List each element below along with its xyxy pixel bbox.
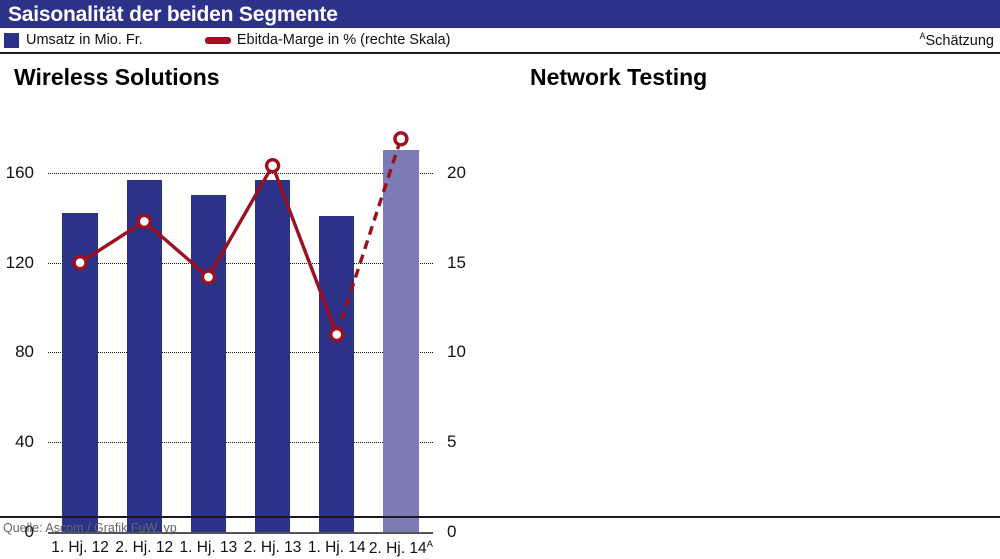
x-axis-line [48, 532, 433, 534]
header-bar: Saisonalität der beiden Segmente [0, 0, 1000, 28]
y-axis-right-tick: 0 [447, 522, 457, 541]
charts-container: Wireless Solutions 0 40 80 120 160 0 5 10 15 20 1.… [0, 56, 1000, 557]
footer-divider [0, 516, 1000, 518]
ebitda-margin-line [72, 131, 409, 343]
legend-item-umsatz: Umsatz in Mio. Fr. [4, 32, 143, 48]
gridline [48, 442, 433, 444]
bar [254, 179, 291, 532]
line-segment [143, 220, 210, 279]
chart-title-left: Wireless Solutions [14, 64, 220, 90]
x-axis-label: 2. Hj. 13 [243, 539, 302, 556]
data-point-marker [329, 326, 345, 343]
y-axis-right-tick: 5 [447, 432, 457, 452]
x-axis-label: 1. Hj. 13 [179, 539, 238, 556]
bar [383, 150, 419, 532]
chart-panel-wireless-solutions: Wireless Solutions 0 40 80 120 160 0 5 10 15 20 1.… [0, 56, 500, 557]
gridline [48, 352, 433, 354]
chart-title-right: Network Testing [530, 64, 708, 90]
x-axis-label: 1. Hj. 14 [307, 539, 366, 556]
estimate-note: ASchätzung [919, 31, 994, 49]
line-segment [335, 138, 403, 336]
y-axis-left-tick: 120 [5, 252, 34, 272]
y-axis-left-tick: 40 [15, 432, 34, 452]
y-axis-left-tick: 0 [24, 522, 34, 541]
legend-label-umsatz: Umsatz in Mio. Fr. [26, 32, 143, 48]
data-point-marker [393, 131, 409, 147]
y-axis-left-tick: 80 [15, 342, 34, 362]
data-point-marker [72, 254, 88, 271]
y-axis-right-tick: 15 [447, 252, 466, 272]
legend-item-ebitda: Ebitda-Marge in % (rechte Skala) [204, 32, 451, 48]
x-axis-label: 1. Hj. 12 [51, 539, 109, 556]
data-point-marker [136, 213, 152, 230]
data-point-marker [264, 158, 281, 174]
plot-area-left: 0 40 80 120 160 0 5 10 15 20 1. Hj. 12 2. Hj. 12 1. … [6, 128, 466, 556]
x-axis-label: 2. Hj. 14A [368, 539, 433, 558]
y-axis-left-tick: 160 [5, 162, 34, 182]
chart-panel-network-testing: Network Testing 0204060048121. Hj. 1212.… [500, 56, 1000, 516]
y-axis-right-tick: 10 [447, 342, 466, 362]
bar [190, 195, 227, 532]
x-axis-label: 2. Hj. 12 [115, 539, 174, 556]
bar [126, 179, 162, 532]
legend-label-ebitda: Ebitda-Marge in % (rechte Skala) [236, 32, 451, 48]
estimate-marker: A [919, 31, 926, 42]
gridline [48, 262, 433, 264]
data-point-marker [200, 269, 217, 285]
line-segment [206, 164, 275, 278]
y-axis-right-tick: 20 [447, 162, 466, 182]
gridline [48, 172, 433, 174]
bar-swatch-icon [4, 32, 19, 48]
estimate-label: Schätzung [925, 32, 994, 49]
source-note: Quelle: Ascom / Grafik FuW, vp [3, 521, 177, 535]
bar [319, 215, 355, 532]
line-segment [270, 165, 339, 336]
line-segment [79, 219, 146, 265]
page-title: Saisonalität der beiden Segmente [8, 2, 338, 26]
line-swatch-icon [204, 36, 231, 44]
legend: Umsatz in Mio. Fr. Ebitda-Marge in % (re… [0, 28, 1000, 54]
